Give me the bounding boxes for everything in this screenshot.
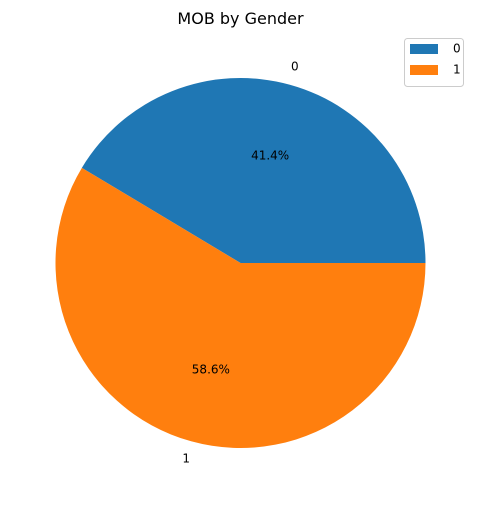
pie-slice-1 xyxy=(55,167,426,449)
legend: 01 xyxy=(404,38,464,87)
pie-slice-0 xyxy=(81,78,426,263)
slice-percent-label: 41.4% xyxy=(251,149,289,163)
slice-percent-label: 58.6% xyxy=(192,362,230,376)
slice-category-label: 0 xyxy=(291,59,299,73)
legend-swatch-1 xyxy=(410,65,438,75)
pie-group: 0 41.4% 1 58.6% xyxy=(55,59,426,466)
chart-title: MOB by Gender xyxy=(177,9,304,28)
legend-swatch-0 xyxy=(410,44,438,54)
slice-category-label: 1 xyxy=(182,452,190,466)
legend-label-1: 1 xyxy=(453,63,461,77)
legend-label-0: 0 xyxy=(453,42,461,56)
